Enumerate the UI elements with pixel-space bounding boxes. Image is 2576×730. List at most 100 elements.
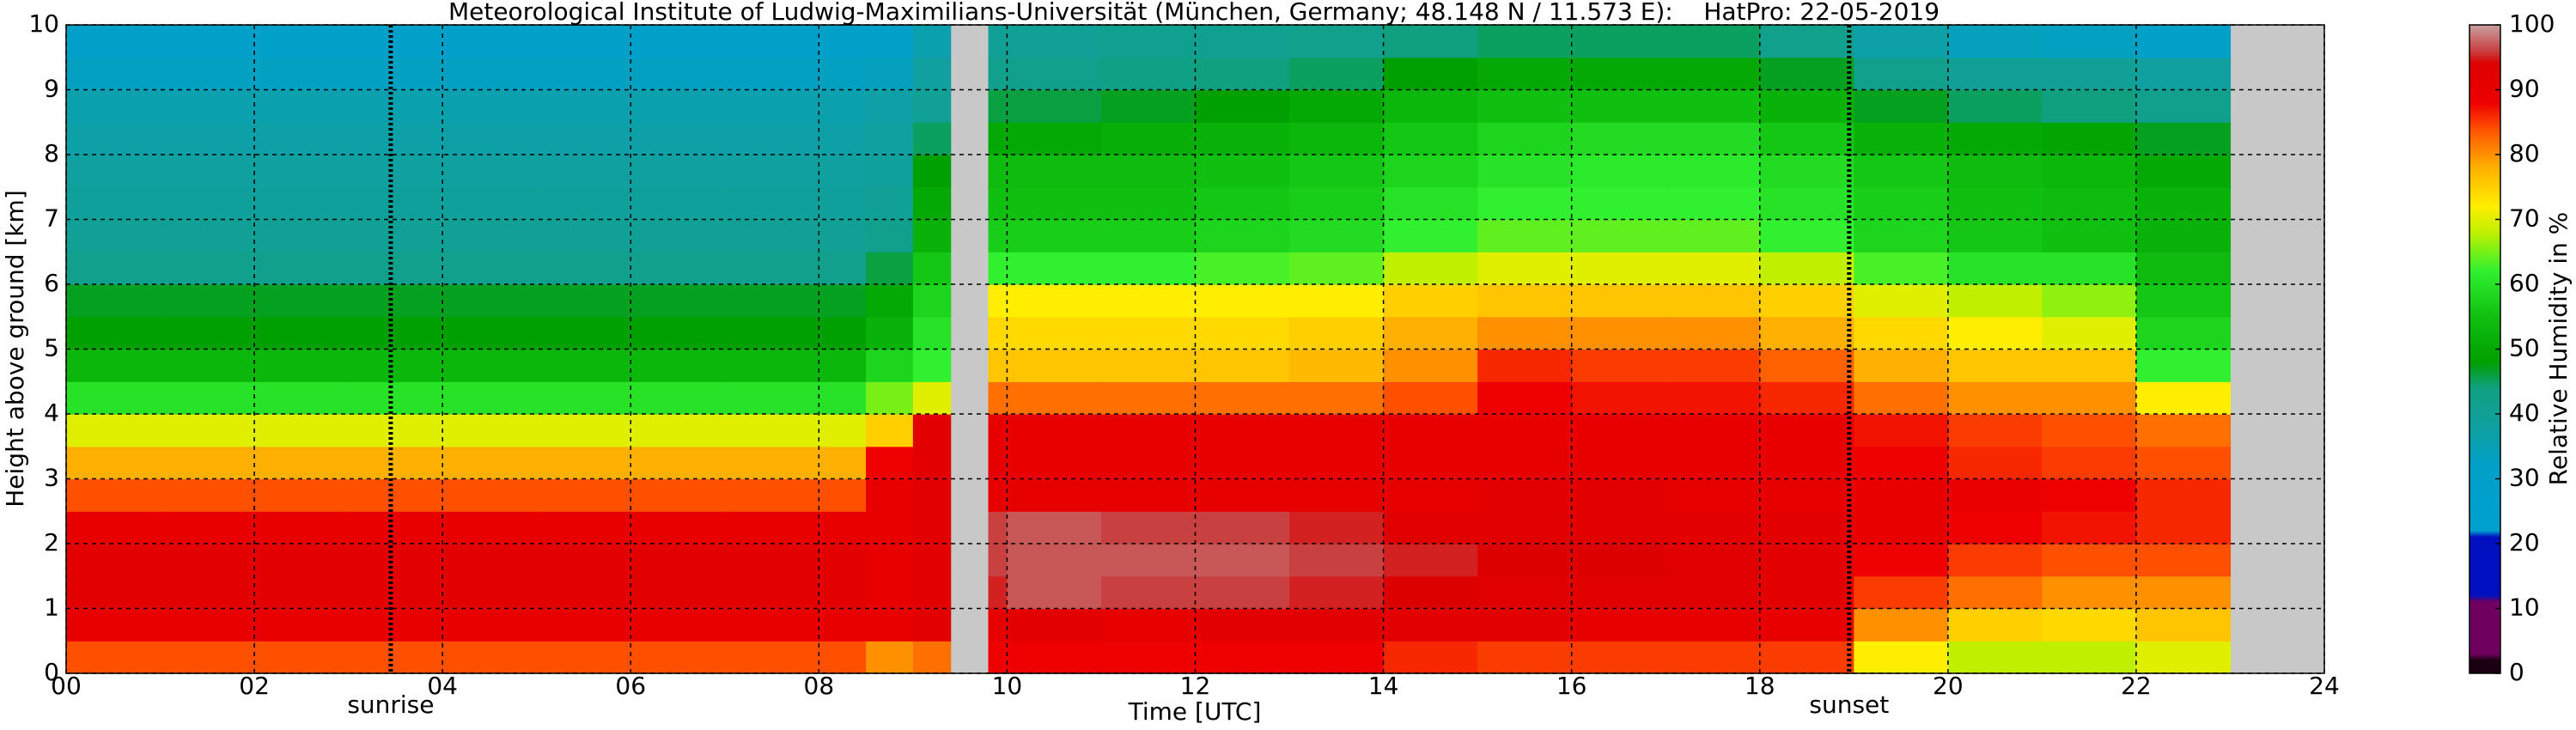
heatmap-cell [160, 25, 255, 58]
heatmap-cell [1666, 155, 1761, 188]
heatmap-cell [724, 186, 819, 221]
heatmap-cell [1947, 316, 2043, 350]
colorbar-tick-label: 90 [2509, 75, 2540, 103]
heatmap-cell [66, 446, 161, 480]
x-tick-label: 10 [992, 672, 1023, 700]
heatmap-cell [1007, 219, 1102, 252]
heatmap-cell [1383, 349, 1478, 382]
heatmap-cell [66, 575, 161, 610]
heatmap-cell [1007, 608, 1102, 642]
heatmap-cell [348, 511, 443, 544]
heatmap-cell [988, 575, 1008, 610]
heatmap-cell [1947, 25, 2043, 58]
heatmap-cell [66, 25, 161, 58]
heatmap-cell [160, 316, 255, 350]
heatmap-cell [988, 155, 1008, 188]
heatmap-cell [630, 414, 726, 447]
heatmap-cell [724, 381, 819, 415]
x-tick-label: 00 [51, 672, 82, 700]
y-tick-label: 2 [44, 528, 59, 557]
heatmap-cell [1854, 544, 1949, 577]
heatmap-cell [630, 544, 726, 577]
annotation-label: sunset [1809, 690, 1889, 719]
heatmap-cell [1289, 25, 1385, 58]
heatmap-cell [348, 349, 443, 382]
heatmap-cell [1947, 544, 2043, 577]
heatmap-cell [2042, 511, 2137, 544]
x-tick-label: 08 [804, 672, 835, 700]
y-tick-label: 10 [28, 9, 59, 38]
heatmap-cell [2042, 414, 2137, 447]
heatmap-cell [866, 478, 914, 512]
heatmap-cell [1854, 414, 1949, 447]
heatmap-cell [724, 446, 819, 480]
heatmap-cell [866, 57, 914, 91]
heatmap-cell [1759, 641, 1854, 674]
heatmap-cell [2135, 381, 2232, 415]
heatmap-cell [2042, 446, 2137, 480]
heatmap-cell [442, 252, 538, 285]
heatmap-cell [1759, 446, 1854, 480]
heatmap-cell [1571, 381, 1666, 415]
heatmap-cell [1383, 641, 1478, 674]
heatmap-cell [536, 446, 631, 480]
heatmap-cell [160, 478, 255, 512]
heatmap-cell [1383, 57, 1478, 91]
heatmap-cell [254, 57, 350, 91]
heatmap-cell [1477, 25, 1573, 58]
heatmap-cell [1383, 186, 1478, 221]
heatmap-cell [1854, 478, 1949, 512]
heatmap-cell [1007, 57, 1102, 91]
heatmap-cell [254, 446, 350, 480]
heatmap-cell [1007, 316, 1102, 350]
heatmap-cell [988, 89, 1008, 123]
heatmap-cell [1477, 349, 1573, 382]
heatmap-cell [912, 544, 952, 577]
heatmap-cell [912, 25, 952, 58]
heatmap-cell [1100, 155, 1197, 188]
heatmap-cell [2135, 219, 2232, 252]
heatmap-cell [1947, 349, 2043, 382]
heatmap-cell [254, 25, 350, 58]
heatmap-cell [536, 89, 631, 123]
heatmap-cell [1383, 544, 1478, 577]
x-axis-label: Time [UTC] [1128, 697, 1262, 726]
heatmap-cell [1947, 575, 2043, 610]
heatmap-cell [1195, 511, 1290, 544]
heatmap-cell [1666, 381, 1761, 415]
colorbar-tick-label: 50 [2509, 334, 2540, 362]
heatmap-cell [2042, 544, 2137, 577]
heatmap-cell [536, 57, 631, 91]
heatmap-cell [724, 608, 819, 642]
heatmap-cell [866, 186, 914, 221]
heatmap-cell [988, 641, 1008, 674]
colorbar-tick-label: 60 [2509, 269, 2540, 297]
heatmap-cell [724, 219, 819, 252]
heatmap-cell [1100, 252, 1197, 285]
heatmap-cell [912, 511, 952, 544]
heatmap-cell [1666, 641, 1761, 674]
heatmap-cell [1289, 349, 1385, 382]
heatmap-cell [160, 608, 255, 642]
heatmap-cell [348, 219, 443, 252]
heatmap-cell [1666, 284, 1761, 318]
colorbar-tick-label: 40 [2509, 398, 2540, 427]
heatmap-cell [536, 25, 631, 58]
heatmap-cell [1759, 478, 1854, 512]
heatmap-cell [2135, 641, 2232, 674]
heatmap-cell [1383, 381, 1478, 415]
heatmap-cell [1477, 608, 1573, 642]
heatmap-cell [866, 641, 914, 674]
heatmap-cell [1007, 414, 1102, 447]
heatmap-cell [1289, 544, 1385, 577]
heatmap-cell [442, 641, 538, 674]
plot-frame [65, 24, 2325, 674]
heatmap-cell [1759, 575, 1854, 610]
heatmap-cell [866, 284, 914, 318]
heatmap-cell [866, 25, 914, 58]
heatmap-cell [2135, 446, 2232, 480]
heatmap-cell [912, 575, 952, 610]
heatmap-cell [1854, 25, 1949, 58]
heatmap-cell [1571, 511, 1666, 544]
heatmap-cell [1007, 641, 1102, 674]
